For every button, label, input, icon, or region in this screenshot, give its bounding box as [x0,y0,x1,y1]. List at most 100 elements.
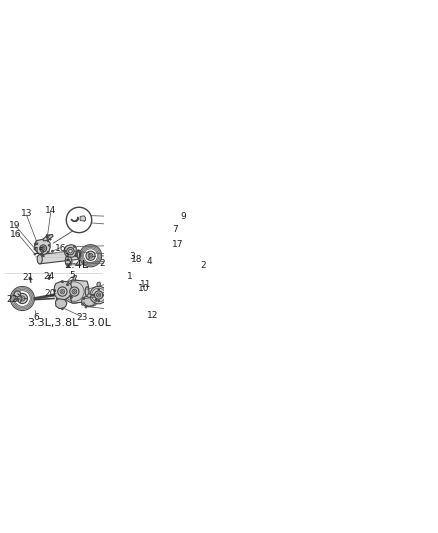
Circle shape [94,291,102,299]
Polygon shape [36,243,38,245]
Text: 3: 3 [128,252,134,261]
Polygon shape [85,306,87,308]
Text: 3.0L: 3.0L [86,318,110,328]
Polygon shape [54,281,72,300]
Text: 2: 2 [200,261,205,270]
Circle shape [42,255,44,256]
Polygon shape [64,245,76,257]
Text: 24: 24 [43,272,54,280]
Circle shape [29,277,31,279]
Circle shape [40,245,46,252]
Circle shape [61,290,63,293]
Circle shape [48,278,50,279]
Ellipse shape [37,255,42,264]
Circle shape [34,244,36,245]
Polygon shape [80,216,85,221]
Text: 1: 1 [126,272,132,281]
Text: 22: 22 [7,295,18,304]
Text: 12: 12 [146,311,158,320]
Circle shape [58,287,67,296]
Circle shape [70,287,79,296]
Polygon shape [35,239,50,255]
Text: 1: 1 [65,253,71,262]
Text: 17: 17 [172,240,183,249]
Text: 10: 10 [137,284,148,293]
Text: 20: 20 [44,289,56,297]
Text: 2.4L: 2.4L [64,260,88,270]
Circle shape [95,299,97,301]
Text: 16: 16 [55,244,66,253]
Polygon shape [38,250,80,264]
Circle shape [61,281,63,282]
Polygon shape [43,235,53,241]
Circle shape [46,236,48,238]
Circle shape [86,251,95,261]
Circle shape [68,249,72,253]
Circle shape [41,247,45,250]
Polygon shape [81,296,97,306]
Polygon shape [55,298,67,309]
Circle shape [48,245,49,246]
Polygon shape [74,246,75,247]
Circle shape [83,220,85,221]
Text: 18: 18 [131,255,142,264]
Polygon shape [34,253,35,255]
Text: 3.3L,3.8L: 3.3L,3.8L [28,318,79,328]
Circle shape [47,240,49,241]
Text: 4: 4 [146,257,152,266]
Text: 23: 23 [76,313,87,322]
Text: 7: 7 [172,225,178,235]
Polygon shape [66,264,67,265]
Polygon shape [72,276,77,280]
Polygon shape [52,250,53,252]
Circle shape [49,238,51,240]
FancyBboxPatch shape [79,252,80,256]
Circle shape [103,294,105,296]
Circle shape [88,254,93,258]
Text: 5: 5 [69,271,75,280]
Polygon shape [96,282,100,286]
Circle shape [73,290,75,293]
Text: 6: 6 [33,313,39,322]
Circle shape [67,284,68,286]
Polygon shape [34,248,35,250]
Text: 9: 9 [180,213,185,221]
Circle shape [92,294,94,296]
Circle shape [67,247,74,255]
Circle shape [20,296,25,301]
Polygon shape [65,256,72,265]
Polygon shape [87,294,91,297]
Text: 15: 15 [33,247,45,256]
Polygon shape [81,303,83,305]
Circle shape [70,296,72,298]
Polygon shape [61,308,63,310]
Circle shape [54,289,56,291]
Text: 2: 2 [99,260,105,268]
Circle shape [29,277,31,279]
Text: 16: 16 [11,230,22,239]
Circle shape [17,299,18,300]
Polygon shape [70,280,88,303]
Circle shape [89,255,91,257]
Text: 14: 14 [45,206,57,215]
Circle shape [66,207,92,233]
Circle shape [16,298,19,301]
Circle shape [98,300,99,301]
Circle shape [96,293,100,297]
Text: 19: 19 [9,221,20,230]
Circle shape [83,298,84,300]
Text: 21: 21 [22,273,34,282]
Circle shape [42,248,44,249]
Polygon shape [56,298,58,300]
Ellipse shape [85,287,89,296]
Polygon shape [47,252,49,253]
Circle shape [81,216,83,217]
Text: 13: 13 [21,209,32,218]
Polygon shape [75,254,77,255]
Circle shape [90,286,107,304]
Circle shape [72,289,77,294]
Circle shape [68,266,69,268]
Circle shape [17,293,28,304]
Circle shape [98,294,99,296]
Ellipse shape [77,251,81,259]
